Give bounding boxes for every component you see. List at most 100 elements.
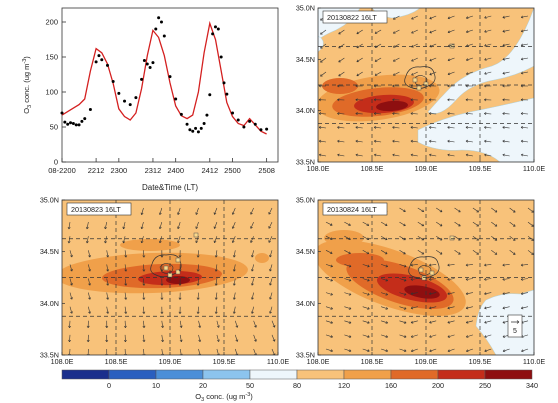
wind-arrow-head — [330, 321, 333, 324]
wind-arrow — [417, 235, 424, 241]
timeseries-y-axis: 0 50 100 150 200 — [45, 18, 66, 167]
wind-arrow — [484, 334, 492, 338]
wind-arrow-head — [447, 277, 450, 281]
wind-arrow-head — [447, 72, 451, 76]
wind-arrow-head — [484, 72, 487, 75]
wind-arrow-head — [403, 349, 407, 353]
wind-arrow — [124, 264, 127, 272]
wind-arrow-head — [373, 112, 377, 116]
wind-arrow — [429, 29, 437, 33]
wind-arrow — [472, 235, 479, 241]
wind-arrow — [141, 236, 144, 244]
wind-arrow — [234, 334, 238, 342]
wind-arrow-head — [214, 255, 218, 258]
wind-arrow-head — [458, 252, 461, 255]
wind-arrow — [216, 320, 220, 328]
wind-arrow-head — [330, 306, 333, 310]
low-concentration-area — [475, 289, 534, 355]
observed-point — [208, 93, 212, 97]
wind-arrow — [234, 348, 238, 355]
wind-arrow-head — [403, 278, 407, 282]
wind-arrow — [502, 348, 510, 352]
wind-arrow-head — [196, 297, 200, 300]
wind-arrow — [68, 222, 71, 230]
wind-arrow-head — [178, 297, 182, 300]
wind-arrow — [509, 250, 516, 255]
observed-point — [236, 118, 240, 122]
wind-arrow — [338, 71, 345, 77]
wind-arrow — [179, 320, 182, 328]
observed-point — [265, 127, 269, 131]
lat-tick-label: 34.5N — [296, 55, 315, 64]
observed-point — [142, 59, 146, 62]
wind-arrow-head — [348, 349, 352, 353]
wind-arrow-head — [232, 269, 236, 272]
wind-arrow — [269, 306, 273, 314]
wind-arrow — [429, 140, 437, 143]
wind-arrow-head — [502, 125, 505, 129]
wind-arrow — [429, 348, 437, 352]
wind-arrow — [466, 71, 474, 75]
wind-arrow — [447, 292, 455, 295]
wind-arrow-head — [466, 349, 469, 353]
wind-arrow — [447, 113, 455, 115]
wind-arrow-head — [429, 277, 432, 281]
wind-arrow-head — [466, 58, 469, 61]
wind-arrow-head — [447, 84, 450, 88]
wind-arrow-head — [104, 226, 107, 230]
observed-point — [83, 117, 87, 121]
wind-arrow-head — [86, 353, 90, 355]
wind-arrow-head — [177, 226, 180, 229]
plume-contour — [166, 276, 190, 284]
wind-arrow-head — [384, 251, 388, 255]
lat-tick-label: 35.0N — [296, 196, 315, 205]
wind-arrow-head — [392, 73, 396, 76]
wind-arrow — [502, 154, 510, 157]
colorbar-tick-label: 340 — [526, 381, 538, 390]
wind-arrow — [251, 292, 254, 300]
wind-arrow-head — [160, 311, 164, 314]
wind-arrow-head — [410, 125, 413, 129]
wind-arrow — [447, 126, 455, 129]
wind-arrow-head — [384, 223, 388, 227]
observed-point — [100, 58, 104, 62]
wind-arrow — [436, 235, 443, 241]
wind-arrow-head — [502, 153, 505, 157]
wind-arrow-head — [198, 339, 202, 342]
wind-arrow-head — [85, 240, 89, 244]
observed-point — [128, 103, 132, 107]
wind-arrow — [393, 29, 400, 34]
observed-point — [157, 16, 161, 20]
lon-tick-label: 109.5E — [469, 357, 492, 366]
wind-arrow-head — [251, 297, 254, 300]
wind-arrow-head — [356, 31, 360, 35]
wind-arrow-head — [385, 349, 388, 353]
y-tick-label: 200 — [45, 18, 58, 27]
wind-arrow-head — [466, 335, 469, 338]
wind-arrow-head — [410, 153, 414, 157]
wind-arrow — [454, 250, 461, 255]
colorbar-swatch — [249, 369, 298, 380]
wind-arrow — [325, 235, 333, 240]
wind-arrow-head — [106, 297, 110, 300]
wind-arrow — [271, 320, 275, 328]
wind-arrow-head — [476, 238, 479, 241]
wind-arrow — [527, 207, 534, 213]
wind-arrow-head — [392, 45, 396, 48]
wind-arrow — [356, 57, 363, 63]
wind-arrow — [141, 207, 144, 215]
wind-arrow-head — [403, 264, 407, 268]
wind-arrow — [380, 320, 388, 324]
wind-arrow — [362, 278, 370, 281]
wind-arrow-head — [484, 139, 487, 143]
wind-arrow — [484, 43, 492, 47]
wind-arrow-head — [178, 311, 182, 314]
wind-arrow-head — [142, 311, 146, 314]
wind-arrow — [410, 306, 418, 309]
wind-arrow-head — [466, 16, 469, 19]
wind-arrow — [198, 320, 201, 328]
wind-arrow — [374, 29, 382, 34]
wind-arrow — [392, 140, 400, 143]
wind-arrow — [380, 278, 388, 281]
wind-arrow-head — [355, 84, 358, 88]
